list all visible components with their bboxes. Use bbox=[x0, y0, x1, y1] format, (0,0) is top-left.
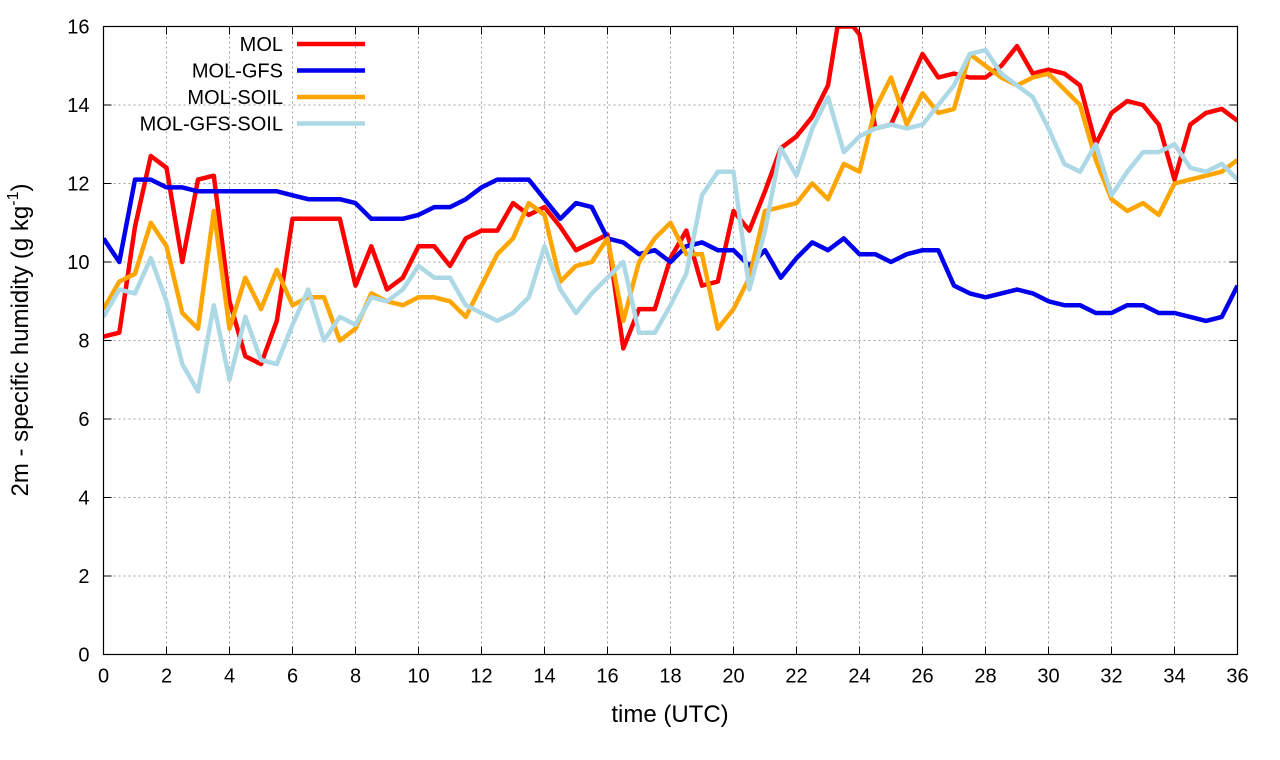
series-line-mol-gfs-soil bbox=[103, 47, 1238, 394]
x-tick-label: 28 bbox=[974, 666, 996, 688]
x-tick-label: 2 bbox=[161, 666, 172, 688]
series-line-mol-soil bbox=[103, 51, 1238, 343]
x-tick-labels: 0 2 4 6 8 10 12 14 16 18 20 22 24 26 28 30 32 34 36 bbox=[98, 666, 1249, 688]
series-line-mol bbox=[103, 26, 1238, 367]
y-axis-label: 2m - specific humidity (g kg-1) bbox=[5, 184, 34, 497]
y-axis-label-main: 2m - specific humidity (g kg bbox=[7, 206, 34, 497]
series-line-mol-gfs bbox=[103, 177, 1238, 324]
x-tick-label: 18 bbox=[659, 666, 681, 688]
ticks-layer bbox=[103, 26, 1238, 655]
x-tick-label: 24 bbox=[848, 666, 870, 688]
series-layer bbox=[103, 26, 1238, 394]
y-tick-label: 14 bbox=[67, 95, 89, 117]
y-tick-label: 2 bbox=[78, 566, 89, 588]
legend-label-mol-gfs-soil: MOL-GFS-SOIL bbox=[140, 114, 283, 136]
y-tick-label: 12 bbox=[67, 174, 89, 196]
x-tick-label: 26 bbox=[911, 666, 933, 688]
y-axis-label-end: ) bbox=[7, 184, 34, 192]
x-tick-label: 10 bbox=[407, 666, 429, 688]
y-tick-label: 8 bbox=[78, 331, 89, 353]
x-tick-label: 4 bbox=[224, 666, 235, 688]
x-tick-label: 32 bbox=[1100, 666, 1122, 688]
legend-label-mol-soil: MOL-SOIL bbox=[187, 87, 283, 109]
x-tick-label: 16 bbox=[596, 666, 618, 688]
x-tick-label: 14 bbox=[533, 666, 555, 688]
y-tick-label: 10 bbox=[67, 252, 89, 274]
y-tick-label: 0 bbox=[78, 645, 89, 667]
grid-layer bbox=[103, 26, 1238, 655]
x-tick-label: 8 bbox=[350, 666, 361, 688]
x-tick-label: 36 bbox=[1226, 666, 1248, 688]
x-tick-label: 34 bbox=[1163, 666, 1185, 688]
y-axis-label-sup: -1 bbox=[5, 191, 22, 205]
x-tick-label: 22 bbox=[785, 666, 807, 688]
y-tick-labels: 0 2 4 6 8 10 12 14 16 bbox=[67, 17, 89, 667]
x-axis-label: time (UTC) bbox=[611, 701, 728, 728]
x-tick-label: 20 bbox=[722, 666, 744, 688]
y-tick-label: 6 bbox=[78, 409, 89, 431]
y-tick-label: 4 bbox=[78, 488, 89, 510]
x-tick-label: 12 bbox=[470, 666, 492, 688]
x-tick-label: 30 bbox=[1037, 666, 1059, 688]
legend-label-mol: MOL bbox=[240, 34, 283, 56]
legend: MOL MOL-GFS MOL-SOIL MOL-GFS-SOIL bbox=[140, 34, 365, 136]
x-tick-label: 0 bbox=[98, 666, 109, 688]
x-tick-label: 6 bbox=[287, 666, 298, 688]
y-tick-label: 16 bbox=[67, 17, 89, 39]
legend-label-mol-gfs: MOL-GFS bbox=[192, 61, 283, 83]
